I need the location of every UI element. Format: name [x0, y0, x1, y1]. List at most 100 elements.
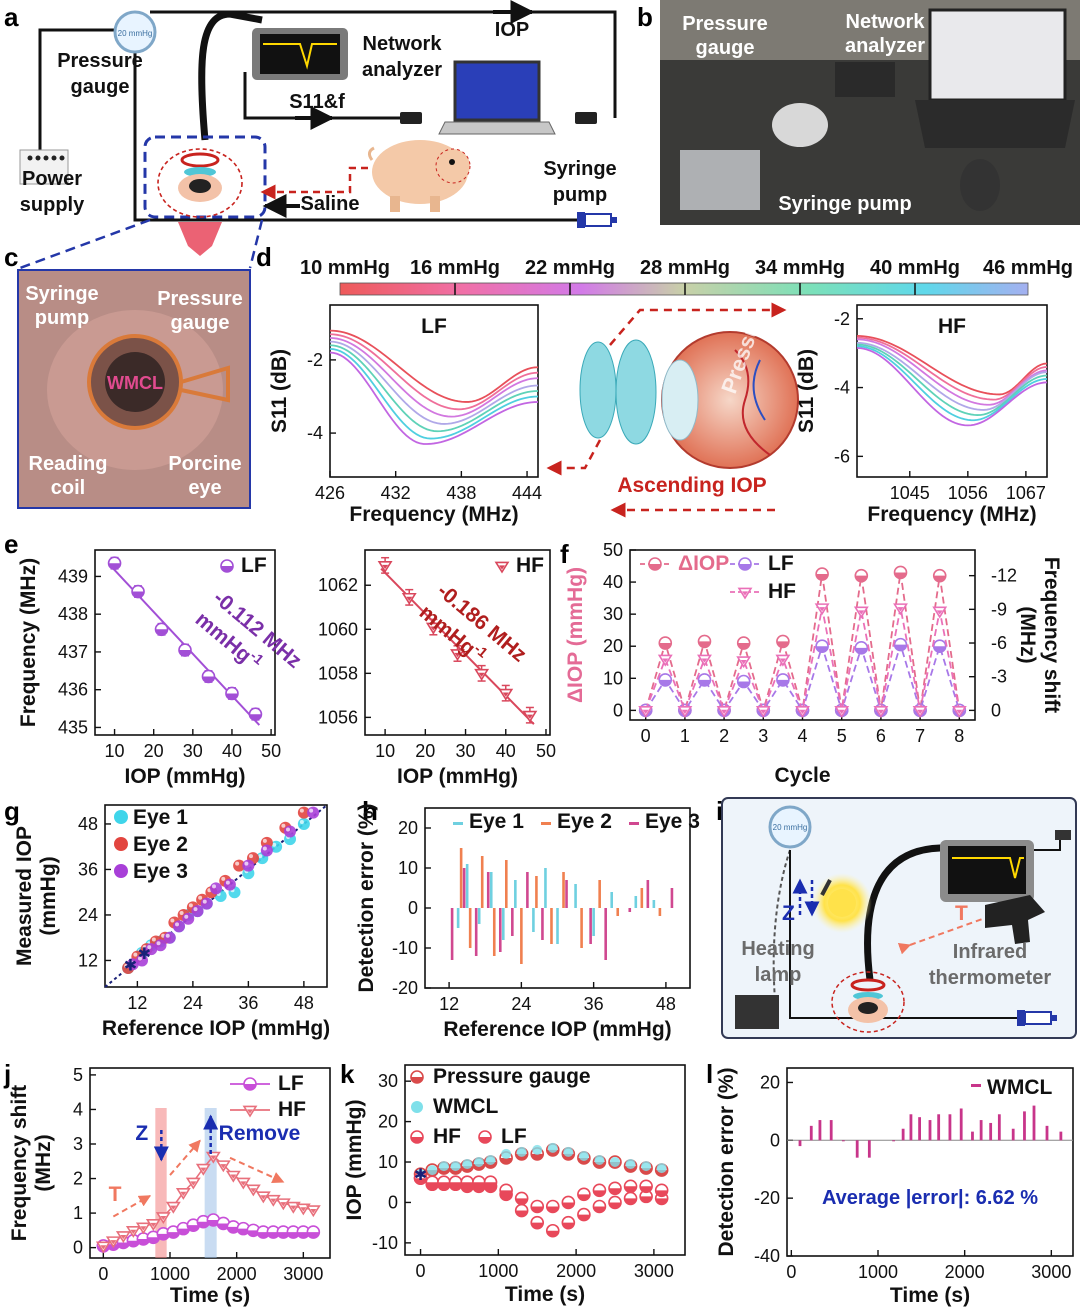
y-tick-label: 0: [408, 898, 418, 918]
data-point-fill: [816, 574, 829, 581]
x-tick-label: 0: [641, 726, 651, 746]
data-point-highlight: [225, 880, 230, 885]
data-point: [284, 825, 296, 838]
x-tick-label: 30: [456, 741, 476, 761]
data-point-highlight: [249, 854, 253, 859]
error-bar: [892, 1140, 895, 1142]
legend-label: HF: [278, 1098, 306, 1121]
error-bar: [468, 908, 472, 948]
data-point: [501, 1148, 512, 1159]
x-tick-label: 30: [183, 741, 203, 761]
panel-label-c: c: [4, 242, 18, 272]
data-point-fill: [200, 1167, 207, 1172]
error-bar: [855, 1140, 859, 1158]
eye-illustration: Pressure: [579, 300, 799, 469]
data-point-fill: [120, 1234, 127, 1240]
data-point-fill: [461, 1182, 474, 1189]
reading-coil-icon-i: [850, 978, 886, 992]
data-point: [473, 1157, 484, 1168]
x-tick-label: 3000: [283, 1264, 323, 1284]
data-point-fill: [155, 629, 168, 636]
data-point-highlight: [258, 854, 263, 859]
x-tick-label: 426: [315, 483, 345, 503]
data-point-highlight: [156, 941, 161, 946]
x-tick-label: 12: [439, 994, 459, 1014]
data-point-fill: [108, 563, 121, 570]
y-tick-label: -4: [834, 378, 850, 398]
error-bar: [829, 1120, 833, 1141]
data-point-fill: [799, 709, 806, 714]
error-bar: [562, 872, 565, 908]
data-point-fill: [297, 1232, 310, 1239]
power-supply-label: Power supply: [20, 168, 85, 216]
laptop-icon: [453, 60, 541, 122]
y-axis-label: Detection error (%): [715, 1067, 738, 1256]
error-bar: [640, 888, 644, 908]
colorbar-label: 40 mmHg: [870, 257, 960, 279]
panel-c: c WMCL Syringe pump Pressure gauge Reading…: [4, 242, 251, 509]
laptop-photo: [928, 8, 1067, 102]
data-point-fill: [414, 1178, 427, 1185]
data-point-fill: [655, 1198, 668, 1205]
data-point-fill: [240, 1181, 247, 1186]
chart-f: 0 1 2 3 4 5 6 7 8 0 10 20 30 40 50 Cycle ΔIOP (mmHg) 0 -3 -…: [564, 540, 1063, 787]
photo-c-gauge-label: Pressure gauge: [157, 288, 243, 334]
x-tick-label: 1056: [948, 483, 988, 503]
spectrum-line: [329, 340, 539, 425]
spectrum-line: [329, 333, 539, 411]
data-point-fill: [220, 1164, 227, 1169]
y-tick-label: 1: [73, 1203, 83, 1223]
data-point-fill: [740, 660, 747, 665]
y-tick-label: 10: [398, 858, 418, 878]
reading-coil-icon: [180, 152, 220, 168]
spectrum-line: [329, 351, 539, 445]
x-tick-label: 36: [238, 993, 258, 1013]
error-bar: [574, 884, 577, 908]
data-point-fill: [816, 646, 829, 653]
legend-swatch: [629, 822, 639, 825]
x-tick-label: 438: [446, 483, 476, 503]
y-tick-label: 1058: [318, 663, 358, 683]
syringe-icon-i: [1017, 1010, 1057, 1026]
error-bar: [541, 908, 544, 940]
y-tick-label: 1056: [318, 707, 358, 727]
chart-d-LF: 426 432 438 444 -2 -4 Frequency (MHz) S11 (dB) L…: [268, 304, 542, 526]
x-axis-label: Frequency (MHz): [867, 503, 1036, 526]
x-tick-label: 3000: [1031, 1262, 1071, 1282]
y-axis-label: Frequency shift(MHz): [8, 1085, 55, 1241]
error-bar: [604, 908, 607, 960]
chart-e-LF: 10 20 30 40 50 435 436 437 438 439 IOP (mmHg) Frequ…: [17, 549, 281, 788]
data-point-fill: [130, 1229, 137, 1234]
z-label-i: Z: [782, 902, 795, 925]
x-axis-label: Time (s): [890, 1284, 970, 1307]
data-point: [210, 882, 222, 895]
legend-label: Eye 3: [645, 810, 700, 833]
data-point-fill: [640, 1196, 653, 1203]
data-point-highlight: [299, 808, 304, 813]
y-axis-label: Measured IOP(mmHg): [13, 826, 60, 966]
power-wire: [38, 28, 120, 150]
data-point-fill: [562, 1202, 575, 1209]
legend-swatch: [541, 822, 551, 825]
legend-label: WMCL: [987, 1076, 1052, 1099]
x-tick-label: 4: [797, 726, 807, 746]
photo-syringe-pump-label: Syringe pump: [778, 193, 911, 215]
error-bar: [580, 908, 583, 948]
coax-cable: [198, 10, 263, 141]
data-point-fill: [659, 679, 672, 686]
y-tick-label: 20: [760, 1072, 780, 1092]
data-point: [625, 1159, 636, 1170]
error-bar: [1011, 1128, 1015, 1141]
data-point: [260, 844, 273, 857]
x-tick-label: 1067: [1006, 483, 1046, 503]
legend-marker: [114, 864, 128, 878]
error-bar: [532, 908, 535, 932]
error-bar: [505, 860, 508, 908]
x-axis-label: Frequency (MHz): [349, 503, 518, 526]
data-point-fill: [437, 1182, 450, 1189]
iop-colorbar: [339, 282, 1029, 296]
y-tick-label: 10: [603, 668, 623, 688]
legend-marker-fill: [411, 1077, 423, 1083]
error-bar: [486, 872, 490, 908]
data-point-fill: [701, 658, 708, 663]
